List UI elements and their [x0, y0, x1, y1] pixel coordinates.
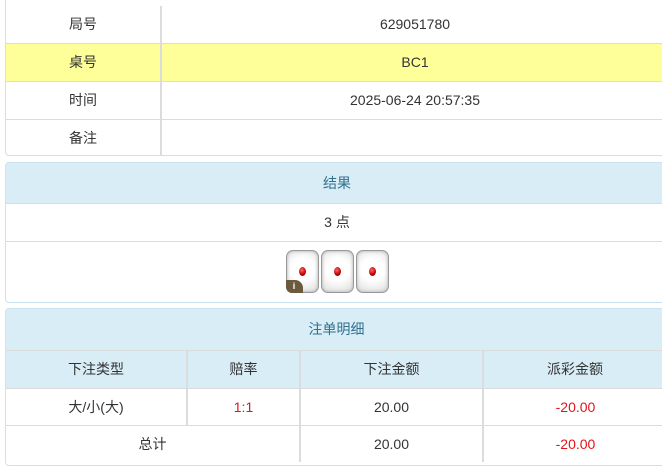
result-panel: 结果 3 点 i: [5, 162, 662, 303]
info-row-round: 局号 629051780: [6, 6, 662, 43]
total-payout: -20.00: [483, 424, 662, 462]
result-points: 3 点: [6, 202, 662, 241]
bet-details-panel: 注单明细 下注类型 赔率 下注金额 派彩金额 大/小(大) 1:1 20.00 …: [5, 308, 662, 466]
total-row: 总计 20.00 -20.00: [6, 424, 662, 462]
die-3-icon: [355, 250, 389, 294]
remark-label: 备注: [6, 118, 162, 155]
bet-payout: -20.00: [483, 387, 662, 425]
round-label: 局号: [6, 6, 162, 43]
die-1-icon: i: [285, 250, 319, 294]
col-bet-type: 下注类型: [6, 349, 188, 388]
total-amount: 20.00: [300, 424, 484, 462]
game-info-panel: 局号 629051780 桌号 BC1 时间 2025-06-24 20:57:35 …: [5, 0, 662, 156]
col-bet-amount: 下注金额: [300, 349, 484, 388]
bet-details-title: 注单明细: [308, 321, 365, 338]
col-payout: 派彩金额: [483, 349, 662, 388]
time-value: 2025-06-24 20:57:35: [161, 80, 662, 119]
time-label: 时间: [6, 80, 162, 119]
bet-details-header: 注单明细: [6, 309, 662, 350]
info-badge-icon[interactable]: i: [285, 280, 303, 294]
bet-type: 大/小(大): [6, 387, 188, 425]
bet-amount: 20.00: [300, 387, 484, 425]
table-label: 桌号: [6, 42, 162, 81]
info-row-table: 桌号 BC1: [6, 42, 662, 81]
round-value: 629051780: [379, 16, 451, 33]
table-row: 大/小(大) 1:1 20.00 -20.00: [6, 387, 662, 425]
info-row-time: 时间 2025-06-24 20:57:35: [6, 80, 662, 119]
remark-value: [161, 118, 662, 155]
total-label: 总计: [6, 424, 301, 462]
col-odds: 赔率: [187, 349, 301, 388]
bet-odds: 1:1: [187, 387, 301, 425]
table-value: BC1: [161, 42, 662, 81]
dice-row: i: [6, 240, 662, 302]
info-row-remark: 备注: [6, 118, 662, 155]
result-title: 结果: [323, 174, 351, 191]
bet-columns-header: 下注类型 赔率 下注金额 派彩金额: [6, 349, 662, 388]
result-header: 结果: [6, 163, 662, 203]
die-2-icon: [320, 250, 354, 294]
